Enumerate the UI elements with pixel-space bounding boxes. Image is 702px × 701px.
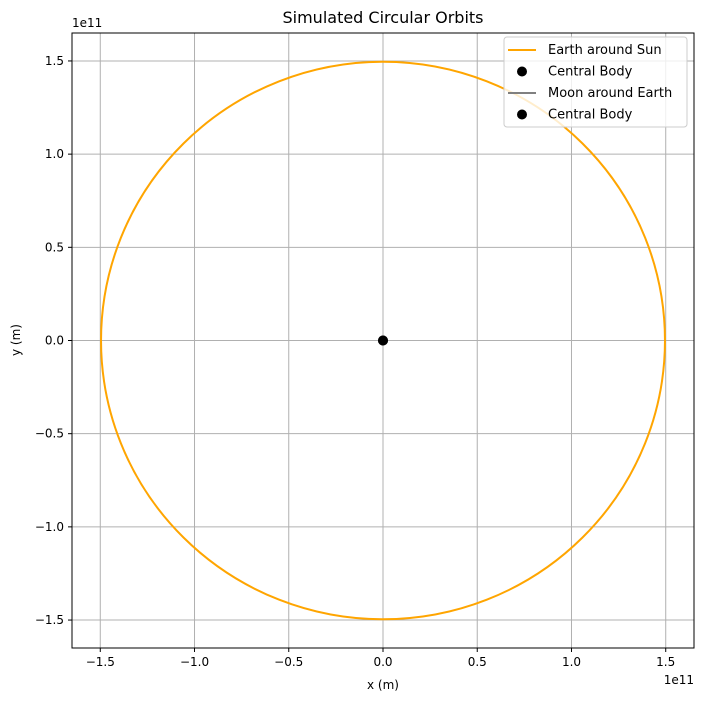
legend-label: Moon around Earth	[548, 86, 672, 101]
y-tick-label: 1.0	[45, 147, 64, 161]
y-tick-label: 0.5	[45, 240, 64, 254]
plot-area	[100, 60, 666, 621]
legend-marker-swatch	[517, 109, 527, 120]
orbit-line-0	[100, 60, 666, 621]
x-tick-label: −1.5	[86, 655, 115, 669]
legend-label: Central Body	[548, 65, 633, 80]
y-axis-offset-label: 1e11	[72, 16, 102, 30]
x-axis-label: x (m)	[367, 678, 399, 692]
y-tick-label: −0.5	[35, 427, 64, 441]
x-tick-label: 0.0	[373, 655, 392, 669]
y-tick-label: 0.0	[45, 334, 64, 348]
legend-marker-swatch	[517, 66, 527, 77]
y-axis-ticks: 1.5 1.0 0.5 0.0 −0.5 −1.0 −1.5	[35, 54, 72, 627]
legend-label: Central Body	[548, 108, 633, 123]
y-axis-label: y (m)	[9, 324, 23, 356]
x-tick-label: 1.0	[562, 655, 581, 669]
x-tick-label: −0.5	[274, 655, 303, 669]
chart-title: Simulated Circular Orbits	[282, 8, 483, 27]
x-tick-label: 1.5	[656, 655, 675, 669]
central-body-marker-3	[378, 335, 388, 346]
y-tick-label: 1.5	[45, 54, 64, 68]
legend-box	[503, 36, 688, 128]
x-tick-label: −1.0	[180, 655, 209, 669]
x-axis-ticks: −1.5 −1.0 −0.5 0.0 0.5 1.0 1.5	[86, 648, 675, 669]
x-tick-label: 0.5	[468, 655, 487, 669]
y-tick-label: −1.5	[35, 613, 64, 627]
legend-label: Earth around Sun	[548, 43, 662, 58]
legend: Earth around Sun Central Body Moon around …	[503, 36, 688, 128]
y-tick-label: −1.0	[35, 520, 64, 534]
x-axis-offset-label: 1e11	[664, 673, 694, 687]
